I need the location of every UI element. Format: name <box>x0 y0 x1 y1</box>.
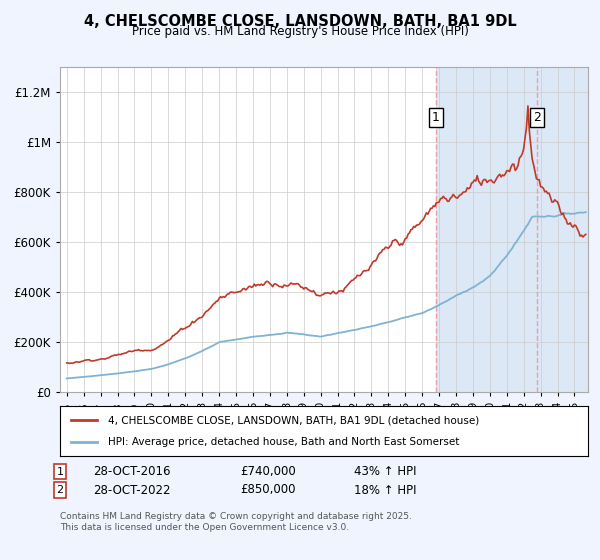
Text: 18% ↑ HPI: 18% ↑ HPI <box>354 483 416 497</box>
Text: 4, CHELSCOMBE CLOSE, LANSDOWN, BATH, BA1 9DL: 4, CHELSCOMBE CLOSE, LANSDOWN, BATH, BA1… <box>83 14 517 29</box>
Text: 43% ↑ HPI: 43% ↑ HPI <box>354 465 416 478</box>
Text: 2: 2 <box>533 111 541 124</box>
Bar <box>436 67 600 392</box>
Text: 1: 1 <box>56 466 64 477</box>
Text: Price paid vs. HM Land Registry's House Price Index (HPI): Price paid vs. HM Land Registry's House … <box>131 25 469 38</box>
Text: £740,000: £740,000 <box>240 465 296 478</box>
Text: £850,000: £850,000 <box>240 483 296 497</box>
Text: 1: 1 <box>432 111 440 124</box>
Text: 4, CHELSCOMBE CLOSE, LANSDOWN, BATH, BA1 9DL (detached house): 4, CHELSCOMBE CLOSE, LANSDOWN, BATH, BA1… <box>107 415 479 425</box>
Text: 28-OCT-2016: 28-OCT-2016 <box>93 465 170 478</box>
Text: Contains HM Land Registry data © Crown copyright and database right 2025.
This d: Contains HM Land Registry data © Crown c… <box>60 512 412 532</box>
Text: 2: 2 <box>56 485 64 495</box>
Text: 28-OCT-2022: 28-OCT-2022 <box>93 483 170 497</box>
Text: HPI: Average price, detached house, Bath and North East Somerset: HPI: Average price, detached house, Bath… <box>107 437 459 447</box>
